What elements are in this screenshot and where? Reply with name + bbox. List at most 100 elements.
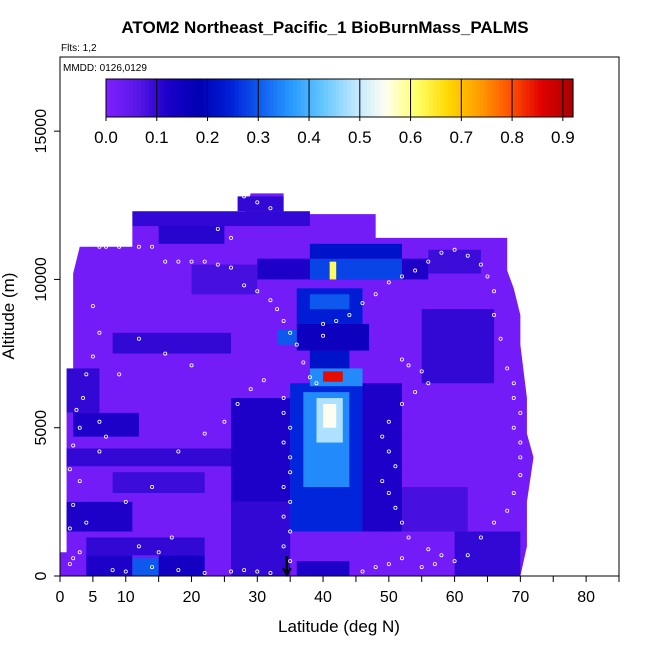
sample-point xyxy=(281,396,286,401)
sample-point xyxy=(71,556,76,561)
sample-point xyxy=(150,485,155,490)
sample-point xyxy=(110,568,115,573)
colorbar-segment xyxy=(335,79,341,117)
x-tick-label: 60 xyxy=(446,589,464,606)
colorbar-segment xyxy=(121,79,127,117)
colorbar-segment xyxy=(308,79,313,117)
colorbar-segment xyxy=(460,79,465,117)
colorbar-segment xyxy=(471,79,477,117)
colorbar-segment xyxy=(464,79,469,117)
sample-point xyxy=(202,571,207,576)
x-tick-label: 5 xyxy=(88,589,97,606)
sample-point xyxy=(248,387,253,392)
sample-point xyxy=(393,464,398,469)
colorbar-tick-label: 0.0 xyxy=(94,128,118,147)
colorbar-segment xyxy=(510,79,516,117)
colorbar-segment xyxy=(506,79,512,117)
chart-title: ATOM2 Northeast_Pacific_1 BioBurnMass_PA… xyxy=(121,18,529,37)
sample-point xyxy=(104,244,109,249)
colorbar-segment xyxy=(362,79,368,117)
sample-point xyxy=(67,526,72,531)
colorbar-segment xyxy=(401,79,407,117)
sample-point xyxy=(288,425,293,430)
sample-point xyxy=(492,289,497,294)
sample-point xyxy=(255,289,260,294)
colorbar-segment xyxy=(106,79,111,117)
colorbar-segment xyxy=(316,79,321,117)
sample-point xyxy=(288,455,293,460)
sample-point xyxy=(399,401,404,406)
sample-point xyxy=(163,259,168,264)
y-tick-label: 10000 xyxy=(33,257,50,302)
colorbar-segment xyxy=(499,79,504,117)
sample-point xyxy=(176,259,181,264)
colorbar-segment xyxy=(413,79,418,117)
sample-point xyxy=(426,259,431,264)
colorbar-segment xyxy=(549,79,555,117)
colorbar-segment xyxy=(296,79,302,117)
colorbar-segment xyxy=(534,79,539,117)
sample-point xyxy=(67,467,72,472)
sample-point xyxy=(347,313,352,318)
heatmap-cell xyxy=(421,309,495,384)
colorbar-segment xyxy=(390,79,395,117)
sample-point xyxy=(136,336,141,341)
heatmap-cell xyxy=(112,332,231,354)
colorbar-segment xyxy=(467,79,473,117)
colorbar-segment xyxy=(323,79,329,117)
sample-point xyxy=(413,268,418,273)
colorbar-segment xyxy=(109,79,115,117)
sample-point xyxy=(518,455,523,460)
colorbar-segment xyxy=(448,79,453,117)
colorbar-segment xyxy=(133,79,138,117)
heatmap-cell xyxy=(309,243,402,259)
sample-point xyxy=(81,396,86,401)
colorbar-segment xyxy=(561,79,566,117)
heatmap-cell xyxy=(237,196,284,212)
colorbar-segment xyxy=(214,79,220,117)
colorbar-segment xyxy=(129,79,134,117)
sample-point xyxy=(288,330,293,335)
colorbar-segment xyxy=(440,79,446,117)
colorbar-segment xyxy=(148,79,154,117)
sample-points xyxy=(67,194,523,576)
sample-point xyxy=(386,490,391,495)
sample-point xyxy=(77,550,82,555)
heatmap-cell xyxy=(296,561,350,576)
sample-point xyxy=(163,351,168,356)
flights-label: Flts: 1,2 xyxy=(61,43,97,54)
sample-point xyxy=(334,318,339,323)
colorbar-segment xyxy=(514,79,520,117)
heatmap-cell xyxy=(323,371,343,382)
colorbar-segment xyxy=(479,79,485,117)
sample-point xyxy=(123,499,128,504)
colorbar-segment xyxy=(261,79,267,117)
colorbar-segment xyxy=(242,79,247,117)
colorbar-segment xyxy=(487,79,492,117)
heatmap-cell xyxy=(86,555,133,576)
sample-point xyxy=(156,550,161,555)
colorbar-segment xyxy=(199,79,204,117)
sample-point xyxy=(505,366,510,371)
sample-point xyxy=(518,440,523,445)
x-tick-label: 10 xyxy=(117,589,135,606)
sample-point xyxy=(288,470,293,475)
colorbar-tick-label: 0.4 xyxy=(297,128,321,147)
colorbar-segment xyxy=(125,79,130,117)
y-tick-label: 0 xyxy=(33,571,50,580)
sample-point xyxy=(419,369,424,374)
colorbar-segment xyxy=(168,79,173,117)
sample-point xyxy=(97,419,102,424)
colorbar-segment xyxy=(421,79,426,117)
sample-point xyxy=(288,559,293,564)
sample-point xyxy=(386,419,391,424)
heatmap-cell xyxy=(309,258,402,280)
sample-point xyxy=(314,381,319,386)
sample-point xyxy=(360,301,365,306)
sample-point xyxy=(406,363,411,368)
sample-point xyxy=(380,434,385,439)
colorbar-segment xyxy=(113,79,119,117)
sample-point xyxy=(518,473,523,478)
sample-point xyxy=(288,529,293,534)
